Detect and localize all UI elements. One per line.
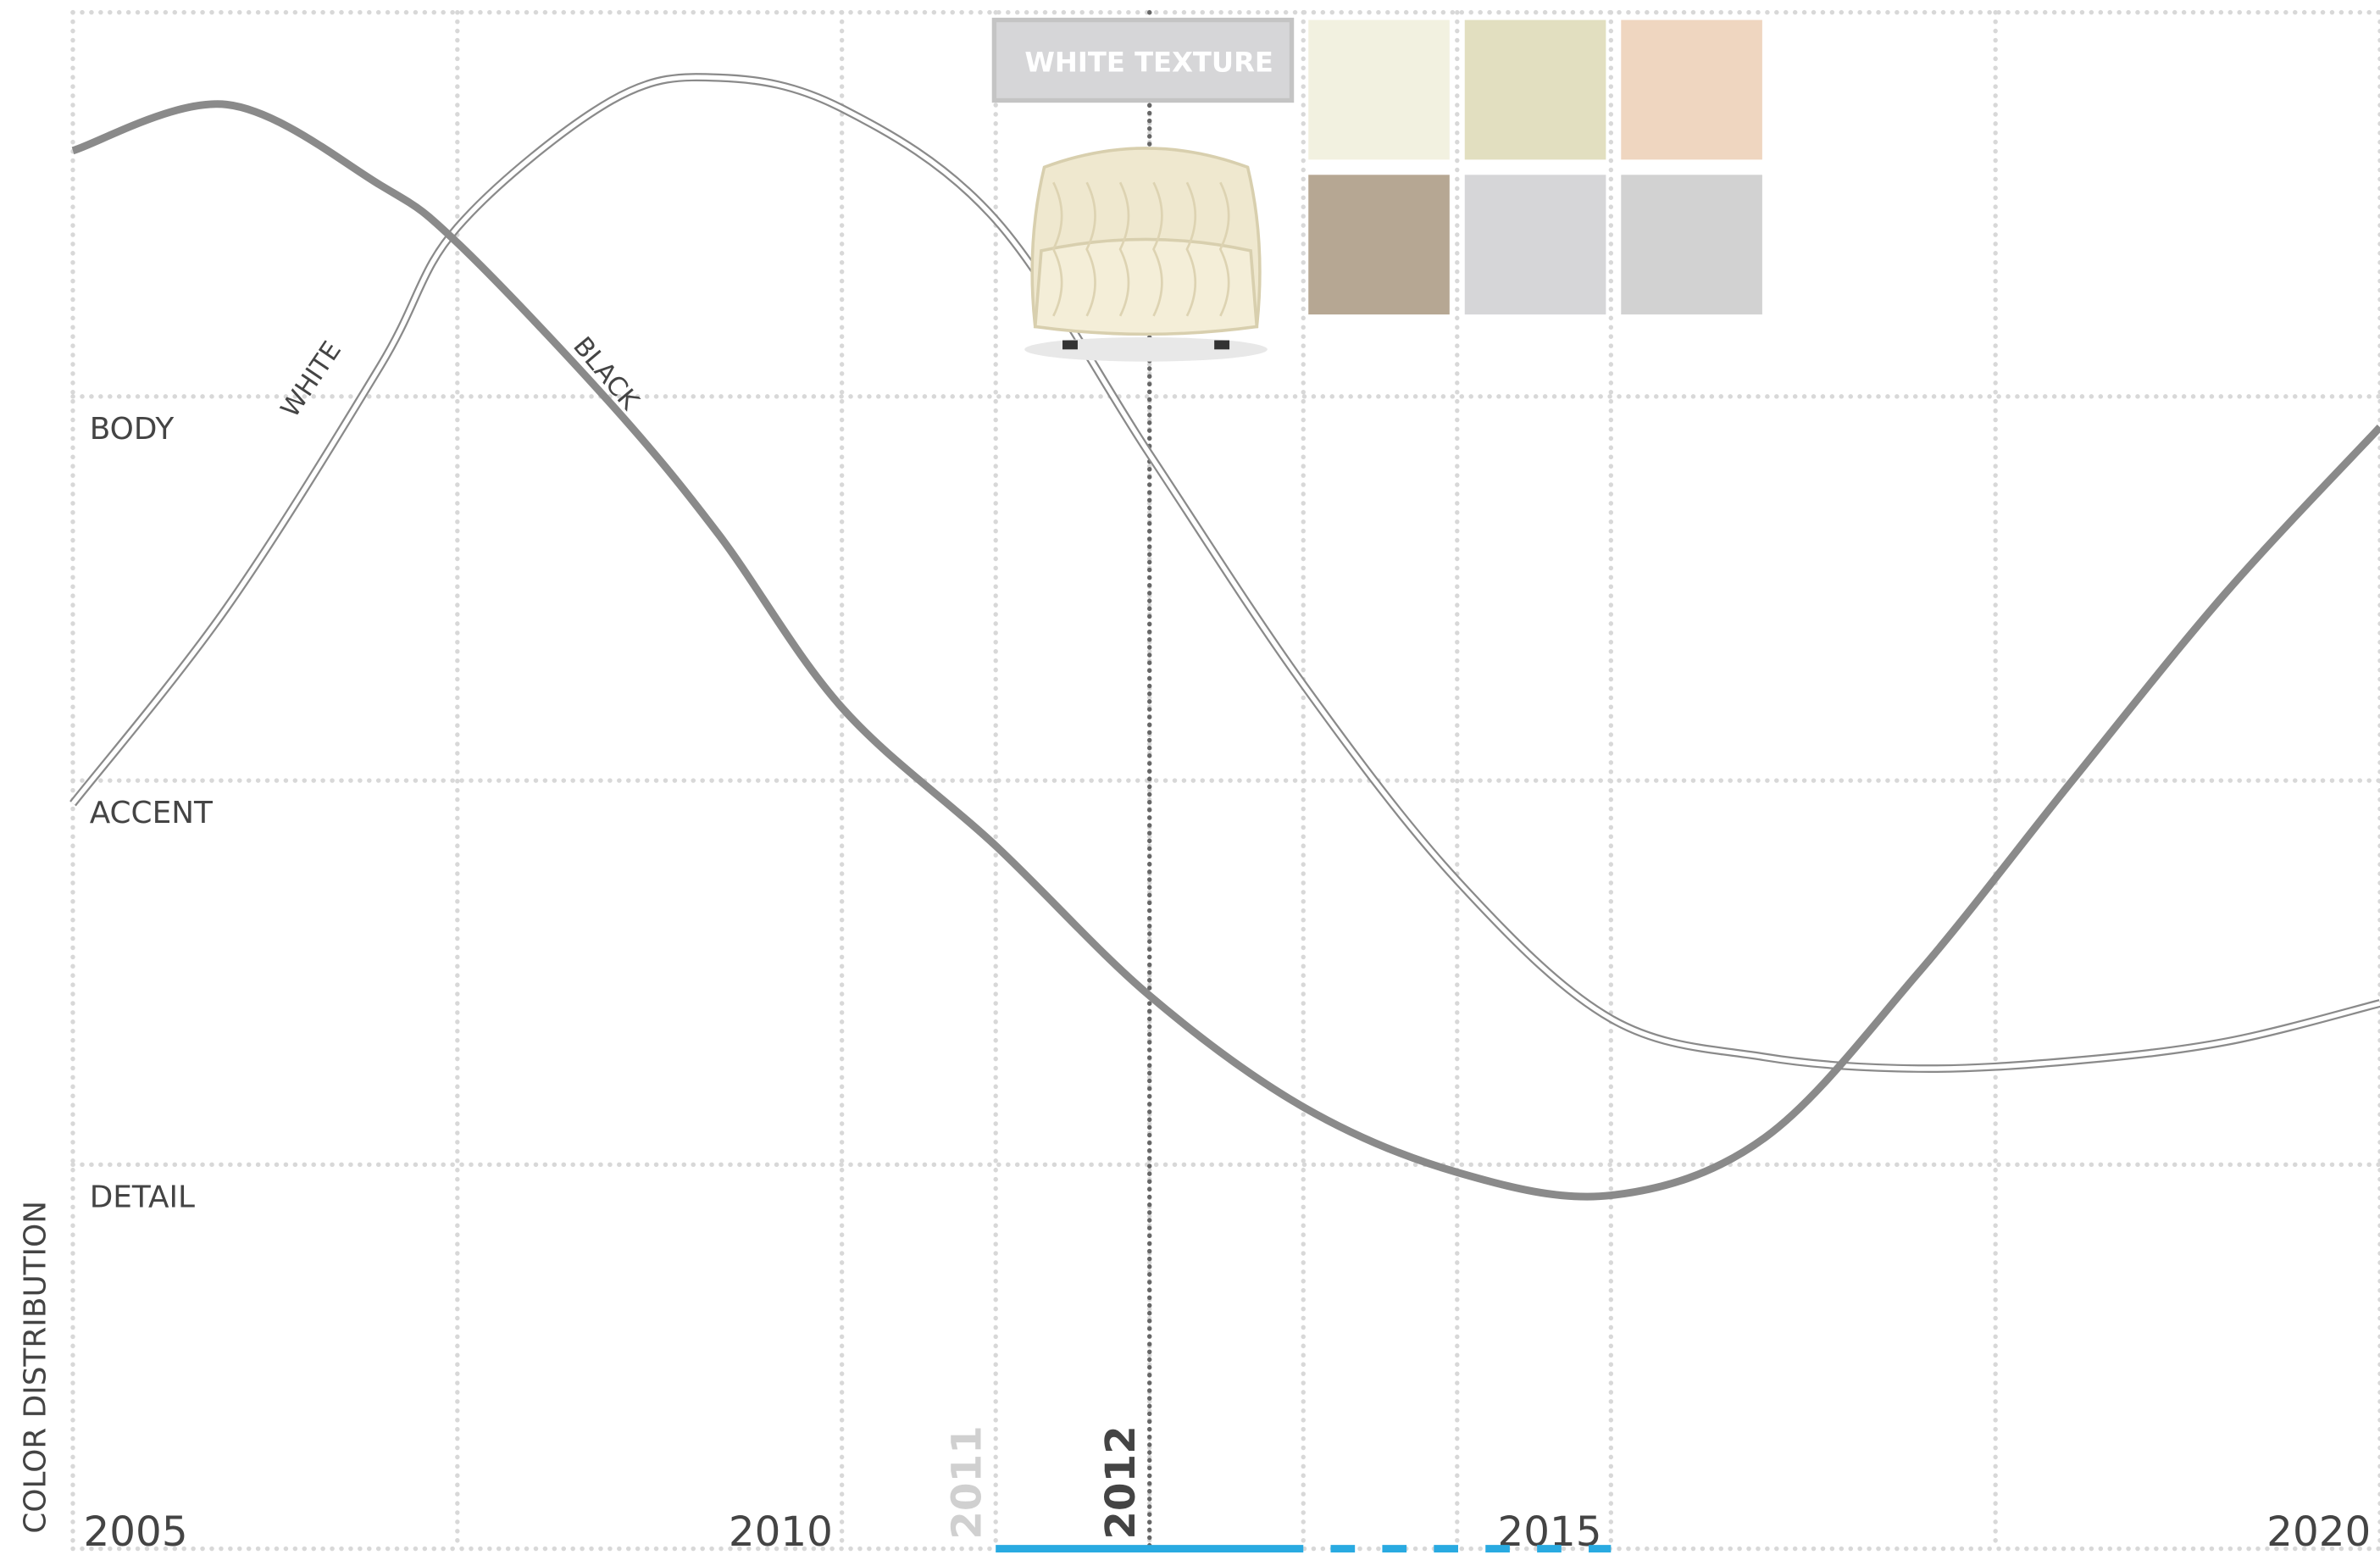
color-swatch: [1464, 19, 1606, 160]
color-swatch: [1621, 19, 1762, 160]
chair-foot: [1214, 340, 1230, 350]
x-tick-label: 2010: [729, 1508, 833, 1555]
annotation: WHITE TEXTURE: [1024, 46, 1273, 78]
chair-quilt: [1185, 181, 1197, 317]
y-axis-label: COLOR DISTRIBUTION: [19, 1201, 53, 1534]
y-tick-label: DETAIL: [90, 1180, 195, 1214]
chair-shadow: [1024, 336, 1268, 362]
chair-seat: [1033, 237, 1259, 336]
series-line: [71, 100, 2380, 1201]
y-tick-label: BODY: [90, 412, 175, 447]
x-tick-label: 2005: [84, 1508, 188, 1555]
annotation-box: [991, 17, 1295, 103]
x-tick-label: 2020: [2266, 1508, 2371, 1555]
color-swatch: [1464, 175, 1606, 315]
chair-quilt: [1085, 181, 1096, 317]
color-swatch: [1308, 19, 1450, 160]
period-label: 2012: [1097, 1425, 1145, 1540]
chair-quilt: [1218, 181, 1230, 317]
series-label: WHITE: [275, 336, 347, 423]
chair-quilt: [1152, 181, 1163, 317]
y-tick-label: ACCENT: [90, 796, 213, 830]
color-swatch: [1621, 175, 1762, 315]
period-label: 2011: [943, 1425, 990, 1540]
chair-image: [1024, 147, 1268, 362]
chair-quilt: [1118, 181, 1130, 317]
chair-foot: [1062, 340, 1078, 350]
chair-quilt: [1051, 181, 1063, 317]
color-swatch: [1308, 175, 1450, 315]
series-line-inner: [70, 75, 2380, 1071]
